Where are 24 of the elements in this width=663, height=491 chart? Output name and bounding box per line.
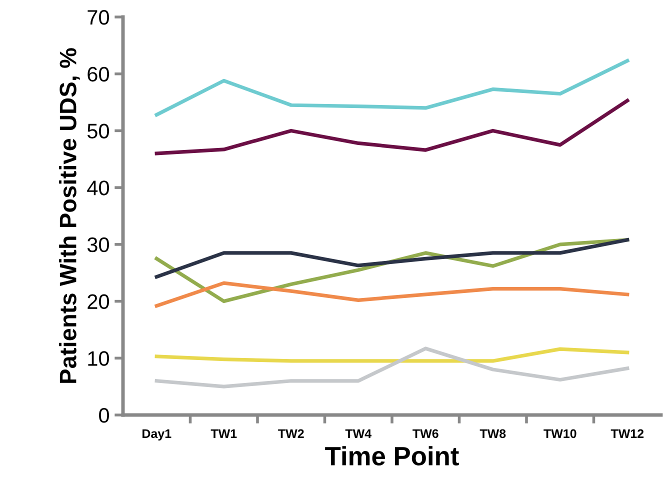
line-series bbox=[154, 98, 630, 156]
line-series bbox=[154, 238, 630, 279]
x-tick-label: TW10 bbox=[544, 429, 576, 438]
y-tick-label: 10 bbox=[88, 351, 109, 366]
y-axis-title: Patients With Positive UDS, % bbox=[59, 48, 80, 383]
x-tick-label: TW6 bbox=[412, 429, 438, 438]
line-series bbox=[154, 347, 630, 363]
x-axis-title: Time Point bbox=[325, 446, 459, 466]
y-tick-label: 50 bbox=[87, 124, 109, 138]
y-tick-label: 60 bbox=[88, 66, 109, 82]
x-tick-label: TW1 bbox=[210, 429, 237, 438]
y-tick-label: 30 bbox=[87, 237, 109, 252]
x-tick-label: TW8 bbox=[480, 429, 506, 438]
line-series bbox=[154, 281, 630, 308]
x-tick-label: TW4 bbox=[345, 429, 372, 438]
line-series bbox=[154, 58, 630, 117]
x-tick-label: TW2 bbox=[278, 429, 304, 438]
y-tick-label: 70 bbox=[88, 10, 109, 25]
x-tick-label: Day1 bbox=[142, 429, 172, 441]
line-series bbox=[154, 346, 630, 388]
y-tick-label: 20 bbox=[88, 294, 109, 310]
x-tick-label: TW12 bbox=[610, 429, 644, 438]
y-tick-label: 40 bbox=[87, 180, 109, 196]
y-tick-label: 0 bbox=[99, 408, 109, 423]
